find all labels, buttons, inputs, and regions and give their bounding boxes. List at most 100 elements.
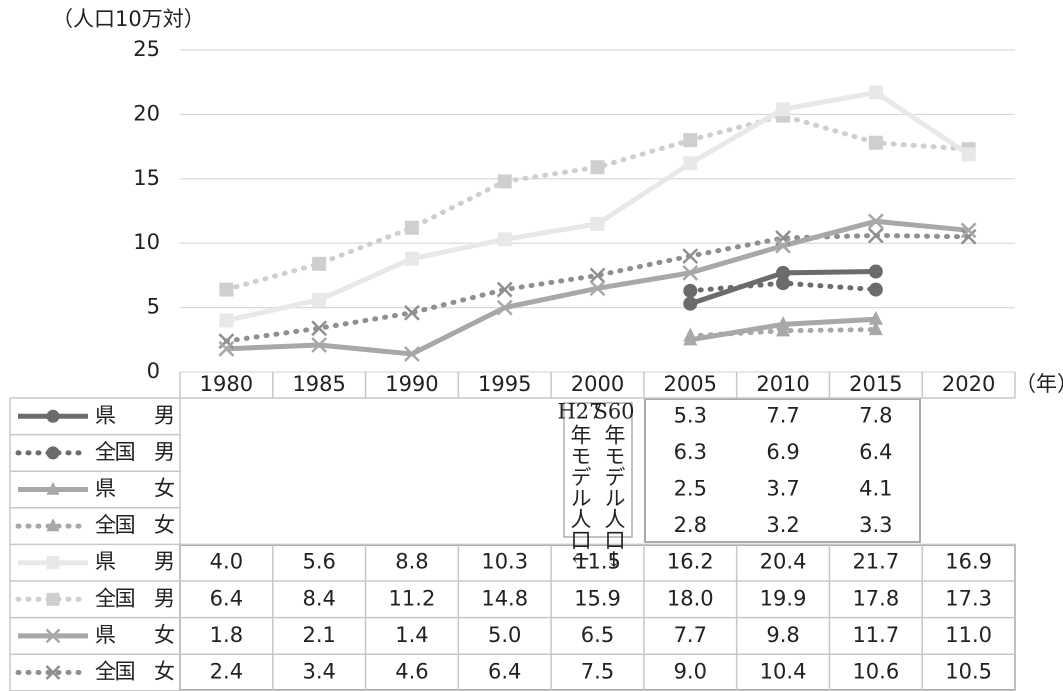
legend-label: 県 女: [95, 623, 175, 647]
legend-marker: [45, 665, 61, 680]
annotation-box: [563, 402, 633, 538]
marker: [868, 321, 883, 336]
marker: [776, 315, 791, 330]
table-cell: 11.0: [945, 623, 992, 647]
x-tick-label: 2020: [942, 372, 995, 396]
table-cell: 11.2: [389, 586, 436, 610]
marker: [776, 265, 791, 280]
table-cell: 1.8: [210, 623, 243, 647]
marker: [312, 292, 327, 307]
marker: [589, 267, 606, 284]
table-cell: 15.9: [574, 586, 621, 610]
legend-marker: [46, 409, 60, 423]
marker: [961, 147, 976, 162]
marker: [312, 256, 327, 271]
x-unit: （年）: [1015, 372, 1063, 396]
marker: [590, 216, 605, 231]
x-tick-label: 2015: [849, 372, 902, 396]
table-cell: 2.8: [674, 513, 707, 537]
y-tick-label: 15: [133, 166, 160, 190]
legend-label: 全国 女: [95, 660, 175, 684]
annotation-text: 年モデル人口↓: [568, 424, 592, 568]
x-tick-label: 2010: [756, 372, 809, 396]
table-cell: 6.9: [766, 440, 799, 464]
table-cell: 2.4: [210, 660, 243, 684]
legend-marker: [46, 446, 60, 460]
table-cell: 3.7: [766, 477, 799, 501]
table-cell: 4.0: [210, 550, 243, 574]
legend-marker: [46, 518, 60, 532]
table-cell: 9.0: [674, 660, 707, 684]
table-box: [644, 398, 921, 543]
table-cell: 9.8: [766, 623, 799, 647]
table-cell: 5.0: [488, 623, 521, 647]
table-cell: 4.1: [859, 477, 892, 501]
marker: [682, 264, 699, 281]
table-cell: 16.9: [945, 550, 992, 574]
marker: [776, 102, 791, 117]
marker: [868, 310, 883, 325]
marker: [868, 282, 883, 297]
table-cell: 10.3: [481, 550, 528, 574]
table-cell: 3.2: [766, 513, 799, 537]
marker: [683, 331, 698, 346]
x-tick-label: 2005: [664, 372, 717, 396]
table-cell: 18.0: [667, 586, 714, 610]
marker: [960, 228, 977, 245]
legend-label: 全国 女: [95, 513, 175, 537]
legend-label: 全国 男: [95, 586, 175, 610]
x-tick-label: 1985: [292, 372, 345, 396]
marker: [683, 133, 698, 148]
y-tick-label: 5: [147, 295, 160, 319]
marker: [496, 281, 513, 298]
table-cell: 21.7: [852, 550, 899, 574]
table-cell: 6.4: [210, 586, 243, 610]
table-cell: 5.6: [302, 550, 335, 574]
marker: [868, 85, 883, 100]
y-unit: （人口10万対）: [52, 7, 205, 31]
x-tick-label: 1995: [478, 372, 531, 396]
annotation-label: H27: [557, 400, 602, 424]
table-cell: 6.3: [674, 440, 707, 464]
marker: [683, 296, 698, 311]
marker: [311, 337, 328, 353]
table-cell: 2.1: [302, 623, 335, 647]
marker: [218, 340, 235, 357]
legend-marker: [45, 628, 61, 644]
table-cell: 3.4: [302, 660, 335, 684]
table-cell: 7.7: [674, 623, 707, 647]
table-cell: 5.3: [674, 403, 707, 427]
marker: [775, 237, 791, 254]
table-cell: 6.4: [859, 440, 892, 464]
marker: [868, 135, 883, 150]
y-tick-label: 0: [147, 359, 160, 383]
marker: [590, 160, 605, 175]
y-tick-label: 10: [133, 230, 160, 254]
table-cell: 6.4: [488, 660, 521, 684]
table-cell: 19.9: [760, 586, 807, 610]
marker: [960, 222, 977, 239]
annotation-label: S60: [593, 400, 634, 424]
marker: [683, 156, 698, 171]
table-cell: 8.4: [302, 586, 335, 610]
table-cell: 2.5: [674, 477, 707, 501]
marker: [868, 264, 883, 279]
table-cell: 7.7: [766, 403, 799, 427]
marker: [496, 299, 513, 316]
marker: [776, 276, 791, 291]
marker: [497, 174, 512, 189]
y-tick-label: 25: [133, 37, 160, 61]
series-line: [223, 232, 972, 344]
legend-label: 県 男: [95, 550, 175, 574]
marker: [219, 282, 234, 297]
table-cell: 17.8: [852, 586, 899, 610]
marker: [404, 304, 420, 321]
table-cell: 8.8: [395, 550, 428, 574]
legend-marker: [46, 592, 60, 606]
table-cell: 10.4: [760, 660, 807, 684]
table-cell: 10.5: [945, 660, 992, 684]
marker: [867, 227, 884, 244]
series-line: [223, 113, 972, 293]
x-tick-label: 2000: [571, 372, 624, 396]
